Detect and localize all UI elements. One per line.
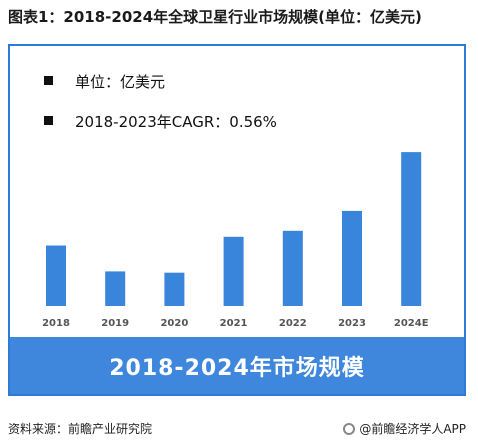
x-tick-label: 2024E xyxy=(394,318,429,329)
x-tick-label: 2018 xyxy=(42,318,70,329)
chart-title: 2018-2024年市场规模 xyxy=(109,355,365,381)
bar-2021 xyxy=(223,236,244,306)
bar-2020 xyxy=(164,272,185,306)
x-tick-label: 2023 xyxy=(338,318,366,329)
bar-2018 xyxy=(46,245,66,306)
x-tick-label: 2021 xyxy=(220,318,248,329)
bar-2023 xyxy=(342,210,362,306)
x-tick-label: 2019 xyxy=(101,318,129,329)
legend-cagr: 2018-2023年CAGR：0.56% xyxy=(44,112,277,132)
square-bullet-icon xyxy=(44,76,53,85)
source-note: 资料来源：前瞻产业研究院 xyxy=(8,422,153,436)
brand-logo-icon xyxy=(343,423,356,435)
x-tick-label: 2022 xyxy=(279,318,307,329)
brand-credit: @前瞻经济学人APP xyxy=(343,420,466,438)
bar-2022 xyxy=(282,230,303,306)
figure-title: 图表1：2018-2024年全球卫星行业市场规模(单位：亿美元) xyxy=(8,8,422,26)
legend-unit: 单位：亿美元 xyxy=(44,72,165,92)
bar-2019 xyxy=(105,271,126,306)
chart-banner: 2018-2024年市场规模 xyxy=(10,337,464,394)
x-tick-label: 2020 xyxy=(160,318,188,329)
bar-2024E xyxy=(401,152,422,306)
square-bullet-icon xyxy=(44,116,53,125)
legend-unit-text: 单位：亿美元 xyxy=(75,73,166,91)
legend-cagr-text: 2018-2023年CAGR：0.56% xyxy=(75,113,277,131)
brand-text: @前瞻经济学人APP xyxy=(359,422,466,436)
